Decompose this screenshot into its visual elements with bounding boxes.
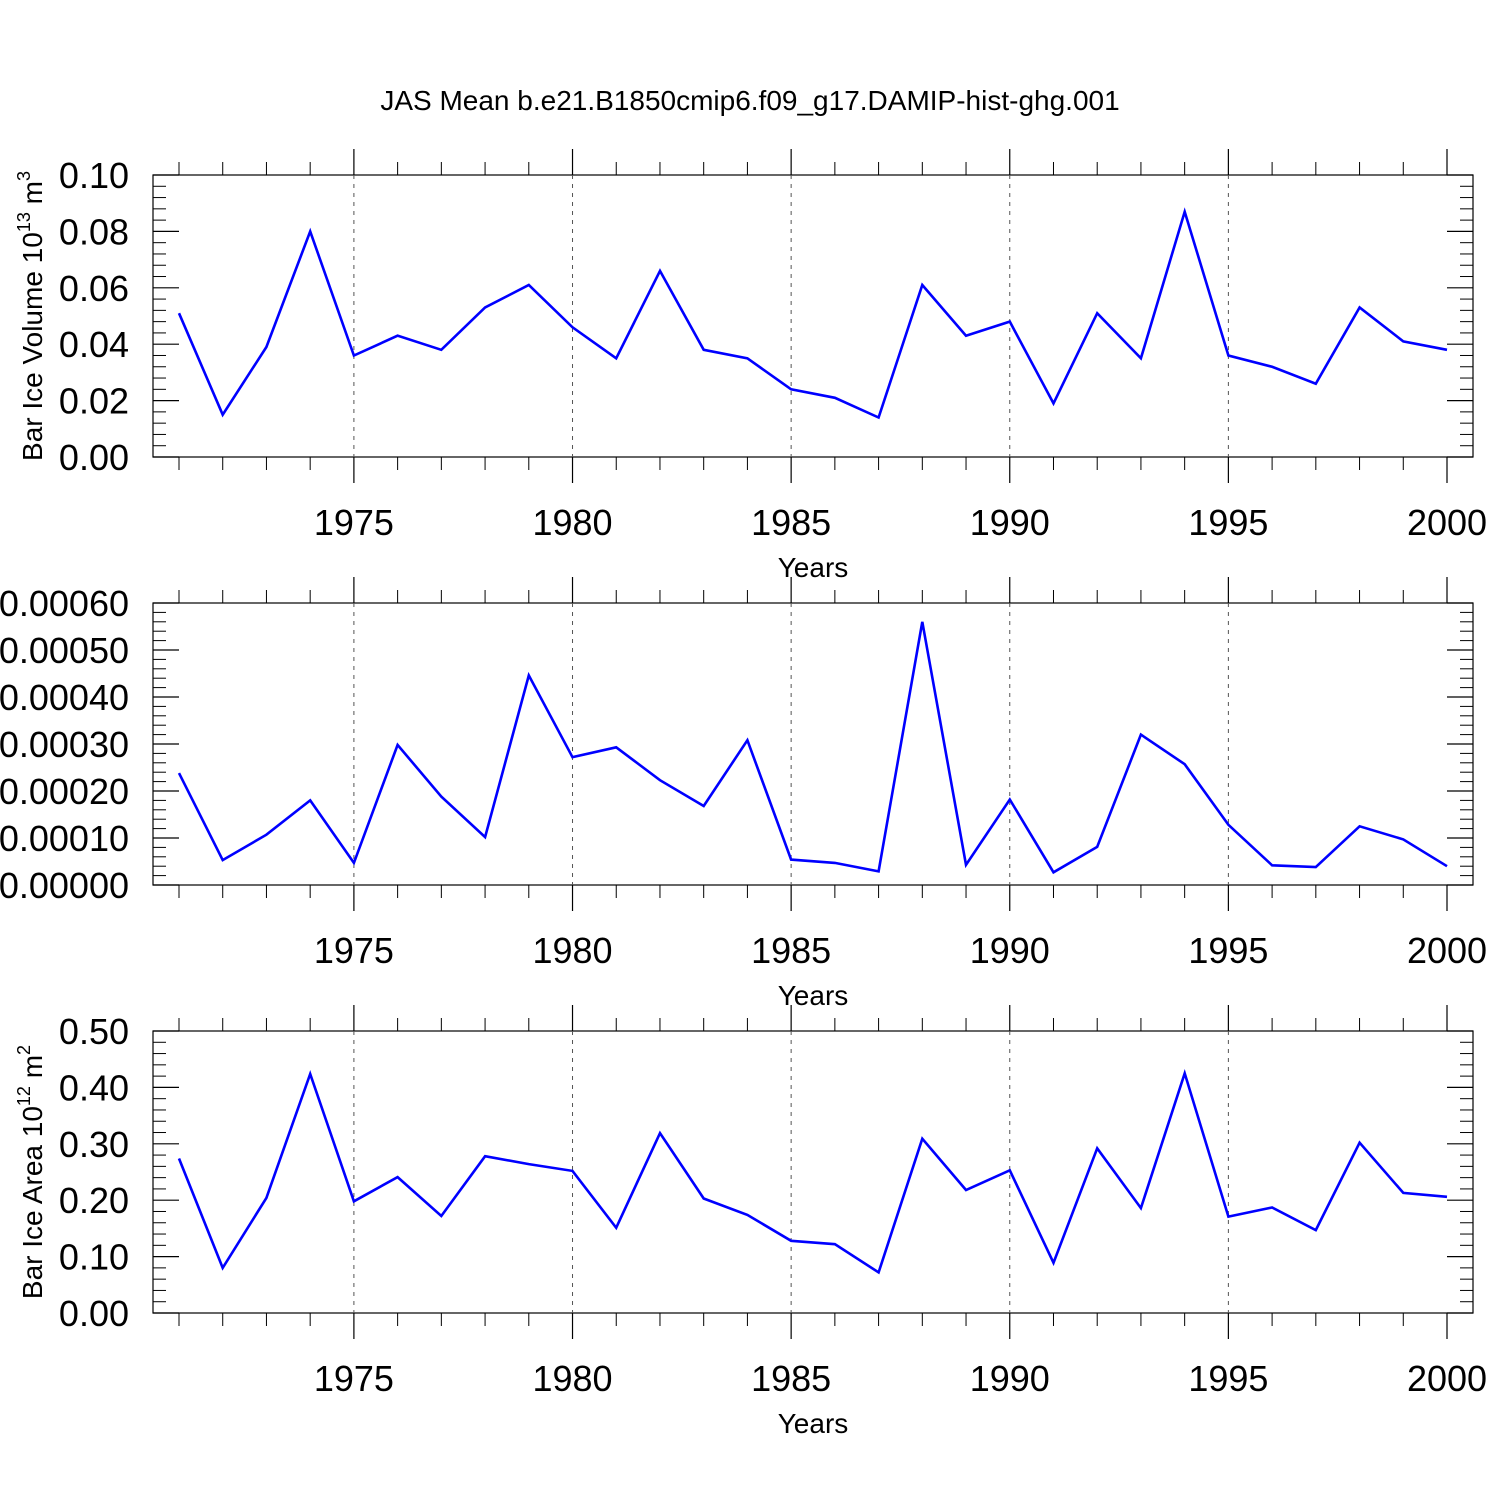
y-tick-label: 0.00: [59, 1293, 129, 1334]
y-tick-label: 0.40: [59, 1067, 129, 1108]
y-tick-label: 0.00010: [0, 818, 129, 859]
y-axis-title-unit-exponent: 2: [14, 1045, 34, 1055]
y-tick-label: 0.20: [59, 1180, 129, 1221]
series-line-area: [177, 1068, 1448, 1275]
x-tick-label: 2000: [1407, 1358, 1487, 1399]
y-tick-label: 0.10: [59, 155, 129, 196]
panel-area: 1975 1980 1985 1990 1995 2000 0.00 0.10 0.20 0.30…: [14, 1005, 1487, 1439]
y-tick-label: 0.00040: [0, 677, 129, 718]
x-tick-label: 1990: [970, 930, 1050, 971]
y-axis-title: Bar Ice Area 1012 m2: [14, 1045, 48, 1299]
x-tick-label: 2000: [1407, 502, 1487, 543]
x-tick-label: 1990: [970, 1358, 1050, 1399]
chart-title: JAS Mean b.e21.B1850cmip6.f09_g17.DAMIP-…: [380, 85, 1120, 116]
y-axis-title-unit: m: [17, 1055, 48, 1086]
x-axis-title: Years: [778, 1408, 849, 1439]
y-tick-label: 0.02: [59, 381, 129, 422]
y-tick-label: 0.00030: [0, 724, 129, 765]
x-tick-label: 1995: [1188, 502, 1268, 543]
plot-frame: [152, 602, 1474, 886]
plot-frame: [152, 1030, 1474, 1314]
x-tick-label: 1980: [532, 502, 612, 543]
x-tick-label: 2000: [1407, 930, 1487, 971]
x-tick-label: 1985: [751, 930, 831, 971]
x-tick-label: 1980: [532, 930, 612, 971]
y-tick-label: 0.00020: [0, 771, 129, 812]
x-tick-label: 1990: [970, 502, 1050, 543]
x-tick-label: 1975: [314, 930, 394, 971]
x-tick-label: 1975: [314, 502, 394, 543]
y-axis-title-unit: m: [17, 181, 48, 212]
panel-middle: 1975 1980 1985 1990 1995 2000 0.00000 0.00010 0.…: [0, 577, 1487, 1011]
y-axis-title-exponent: 12: [14, 1086, 34, 1106]
y-axis-title: Bar Ice Volume 1013 m3: [14, 171, 48, 461]
x-tick-label: 1995: [1188, 930, 1268, 971]
x-axis-title: Years: [778, 552, 849, 583]
y-axis-title-text: Bar Ice Volume 10: [17, 232, 48, 461]
y-tick-label: 0.00: [59, 437, 129, 478]
x-axis-title: Years: [778, 980, 849, 1011]
y-tick-label: 0.00050: [0, 630, 129, 671]
y-tick-label: 0.00060: [0, 583, 129, 624]
x-tick-label: 1980: [532, 1358, 612, 1399]
y-axis-title-exponent: 13: [14, 212, 34, 232]
x-tick-label: 1985: [751, 502, 831, 543]
x-tick-label: 1995: [1188, 1358, 1268, 1399]
y-axis-title-unit-exponent: 3: [14, 171, 34, 181]
y-tick-label: 0.10: [59, 1237, 129, 1278]
y-tick-label: 0.04: [59, 324, 129, 365]
y-tick-label: 0.50: [59, 1011, 129, 1052]
series-line-middle: [177, 621, 1448, 875]
y-tick-label: 0.00000: [0, 865, 129, 906]
y-tick-label: 0.06: [59, 268, 129, 309]
panel-volume: 1975 1980 1985 1990 1995 2000 0.00 0.02 0.04 0.06…: [14, 149, 1487, 583]
series-line-volume: [177, 207, 1448, 420]
x-tick-label: 1975: [314, 1358, 394, 1399]
y-tick-label: 0.30: [59, 1124, 129, 1165]
y-tick-label: 0.08: [59, 211, 129, 252]
plot-frame: [152, 174, 1474, 458]
x-tick-label: 1985: [751, 1358, 831, 1399]
y-axis-title-text: Bar Ice Area 10: [17, 1106, 48, 1299]
